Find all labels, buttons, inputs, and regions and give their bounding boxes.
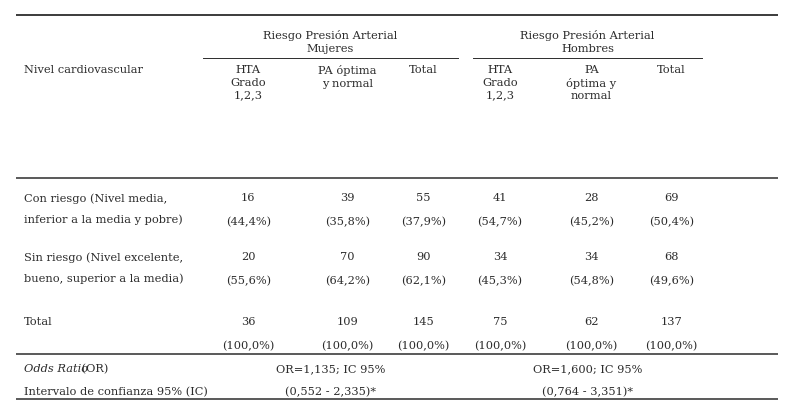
Text: (55,6%): (55,6%) [225,275,271,285]
Text: (62,1%): (62,1%) [401,275,446,285]
Text: Con riesgo (Nivel media,: Con riesgo (Nivel media, [24,193,167,203]
Text: 39: 39 [340,193,355,203]
Text: 34: 34 [492,252,507,262]
Text: 68: 68 [664,252,679,262]
Text: PA
óptima y
normal: PA óptima y normal [566,65,616,101]
Text: (37,9%): (37,9%) [401,216,446,227]
Text: (45,2%): (45,2%) [569,216,614,227]
Text: (100,0%): (100,0%) [322,340,374,350]
Text: (54,7%): (54,7%) [477,216,522,227]
Text: HTA
Grado
1,2,3: HTA Grado 1,2,3 [230,65,266,100]
Text: (100,0%): (100,0%) [474,340,526,350]
Text: 62: 62 [584,317,599,326]
Text: inferior a la media y pobre): inferior a la media y pobre) [24,214,183,225]
Text: (100,0%): (100,0%) [646,340,698,350]
Text: 20: 20 [241,252,256,262]
Text: PA óptima
y normal: PA óptima y normal [318,65,376,88]
Text: (0,764 - 3,351)*: (0,764 - 3,351)* [542,386,633,396]
Text: 109: 109 [337,317,358,326]
Text: 41: 41 [492,193,507,203]
Text: Nivel cardiovascular: Nivel cardiovascular [24,65,142,75]
Text: Total: Total [657,65,686,75]
Text: 16: 16 [241,193,256,203]
Text: 90: 90 [416,252,431,262]
Text: OR=1,600; IC 95%: OR=1,600; IC 95% [533,364,642,373]
Text: Intervalo de confianza 95% (IC): Intervalo de confianza 95% (IC) [24,386,207,396]
Text: 28: 28 [584,193,599,203]
Text: Total: Total [24,317,52,326]
Text: HTA
Grado
1,2,3: HTA Grado 1,2,3 [482,65,518,100]
Text: (64,2%): (64,2%) [325,275,370,285]
Text: (45,3%): (45,3%) [477,275,522,285]
Text: bueno, superior a la media): bueno, superior a la media) [24,273,183,284]
Text: 36: 36 [241,317,256,326]
Text: (OR): (OR) [78,364,108,374]
Text: (54,8%): (54,8%) [569,275,614,285]
Text: (35,8%): (35,8%) [325,216,370,227]
Text: Riesgo Presión Arterial
Hombres: Riesgo Presión Arterial Hombres [520,30,655,54]
Text: 69: 69 [664,193,679,203]
Text: (100,0%): (100,0%) [398,340,450,350]
Text: (100,0%): (100,0%) [222,340,275,350]
Text: 145: 145 [413,317,434,326]
Text: Riesgo Presión Arterial
Mujeres: Riesgo Presión Arterial Mujeres [263,30,398,54]
Text: (0,552 - 2,335)*: (0,552 - 2,335)* [285,386,376,396]
Text: (100,0%): (100,0%) [565,340,618,350]
Text: 55: 55 [416,193,431,203]
Text: 137: 137 [661,317,682,326]
Text: 75: 75 [492,317,507,326]
Text: Sin riesgo (Nivel excelente,: Sin riesgo (Nivel excelente, [24,252,183,262]
Text: (50,4%): (50,4%) [649,216,694,227]
Text: 70: 70 [340,252,355,262]
Text: 34: 34 [584,252,599,262]
Text: (49,6%): (49,6%) [649,275,694,285]
Text: Odds Ratio: Odds Ratio [24,364,87,373]
Text: Total: Total [410,65,438,75]
Text: (44,4%): (44,4%) [225,216,271,227]
Text: OR=1,135; IC 95%: OR=1,135; IC 95% [276,364,385,373]
